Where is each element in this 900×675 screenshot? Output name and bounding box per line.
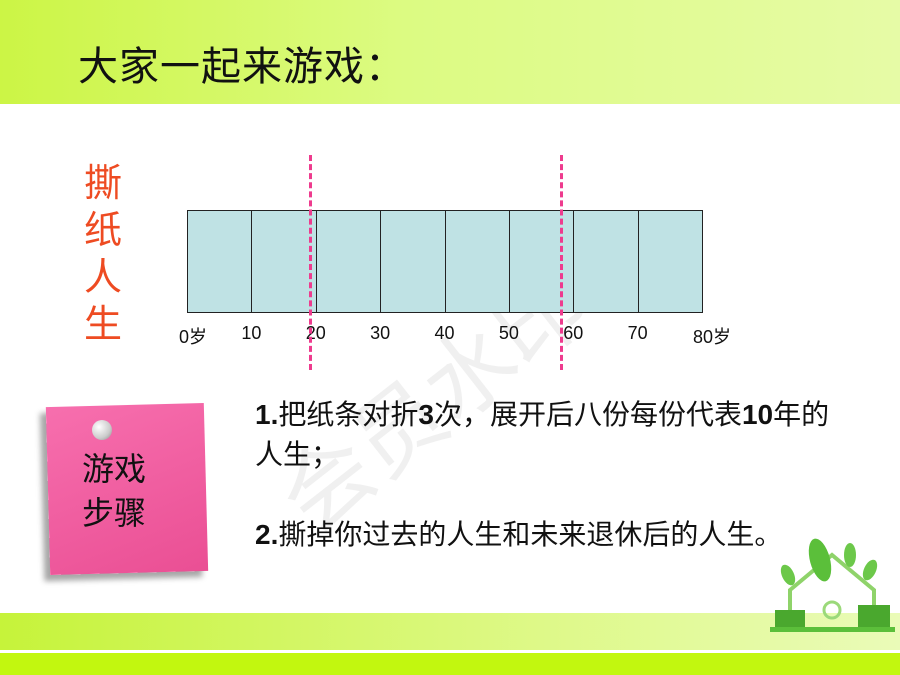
strip-segment xyxy=(508,210,575,313)
step-text: 把纸条对折 xyxy=(278,398,419,431)
step-text: 次，展开后八份每份代表 xyxy=(433,398,742,431)
slide-title: 大家一起来游戏： xyxy=(78,44,406,90)
eco-house-icon xyxy=(770,538,895,632)
step-number: 2. xyxy=(255,519,279,550)
step-bold: 3 xyxy=(418,399,434,430)
strip-segment xyxy=(187,210,253,313)
pin-icon xyxy=(92,420,112,440)
age-label: 10 xyxy=(241,323,262,343)
step-bold: 10 xyxy=(741,399,774,430)
strip-segment xyxy=(637,210,703,313)
step-text: 撕掉你过去的人生和未来退休后的人生。 xyxy=(278,518,783,551)
step-number: 1. xyxy=(255,399,279,430)
side-title-char: 人 xyxy=(84,255,123,299)
cut-line xyxy=(309,155,313,370)
age-label: 80岁 xyxy=(692,327,732,347)
note-line: 游戏 xyxy=(82,450,147,488)
side-title-char: 生 xyxy=(84,302,123,346)
sticky-note-text: 游戏 步骤 xyxy=(82,447,146,535)
step-2: 2.撕掉你过去的人生和未来退休后的人生。 xyxy=(255,515,845,555)
age-label: 30 xyxy=(370,323,391,343)
strip-segment xyxy=(444,210,510,313)
age-label: 60 xyxy=(563,323,584,343)
age-label: 70 xyxy=(627,323,648,343)
step-1: 1.把纸条对折3次，展开后八份每份代表10年的人生； xyxy=(255,395,845,475)
paper-strip xyxy=(187,210,703,315)
step-text: 年的人生； xyxy=(255,398,830,471)
cut-line xyxy=(560,155,564,370)
strip-segment xyxy=(380,210,446,313)
strip-segment xyxy=(251,210,317,313)
strip-segment xyxy=(573,210,639,313)
side-title-char: 纸 xyxy=(84,208,123,252)
footer-band-bottom xyxy=(0,653,900,675)
side-title: 撕 纸 人 生 xyxy=(84,160,128,348)
age-label: 0岁 xyxy=(178,327,208,347)
note-line: 步骤 xyxy=(82,494,147,532)
footer-band xyxy=(0,613,900,650)
age-label: 40 xyxy=(434,323,455,343)
header-band xyxy=(0,0,900,104)
side-title-char: 撕 xyxy=(84,161,123,205)
strip-segment xyxy=(315,210,382,313)
age-label: 50 xyxy=(498,323,519,343)
